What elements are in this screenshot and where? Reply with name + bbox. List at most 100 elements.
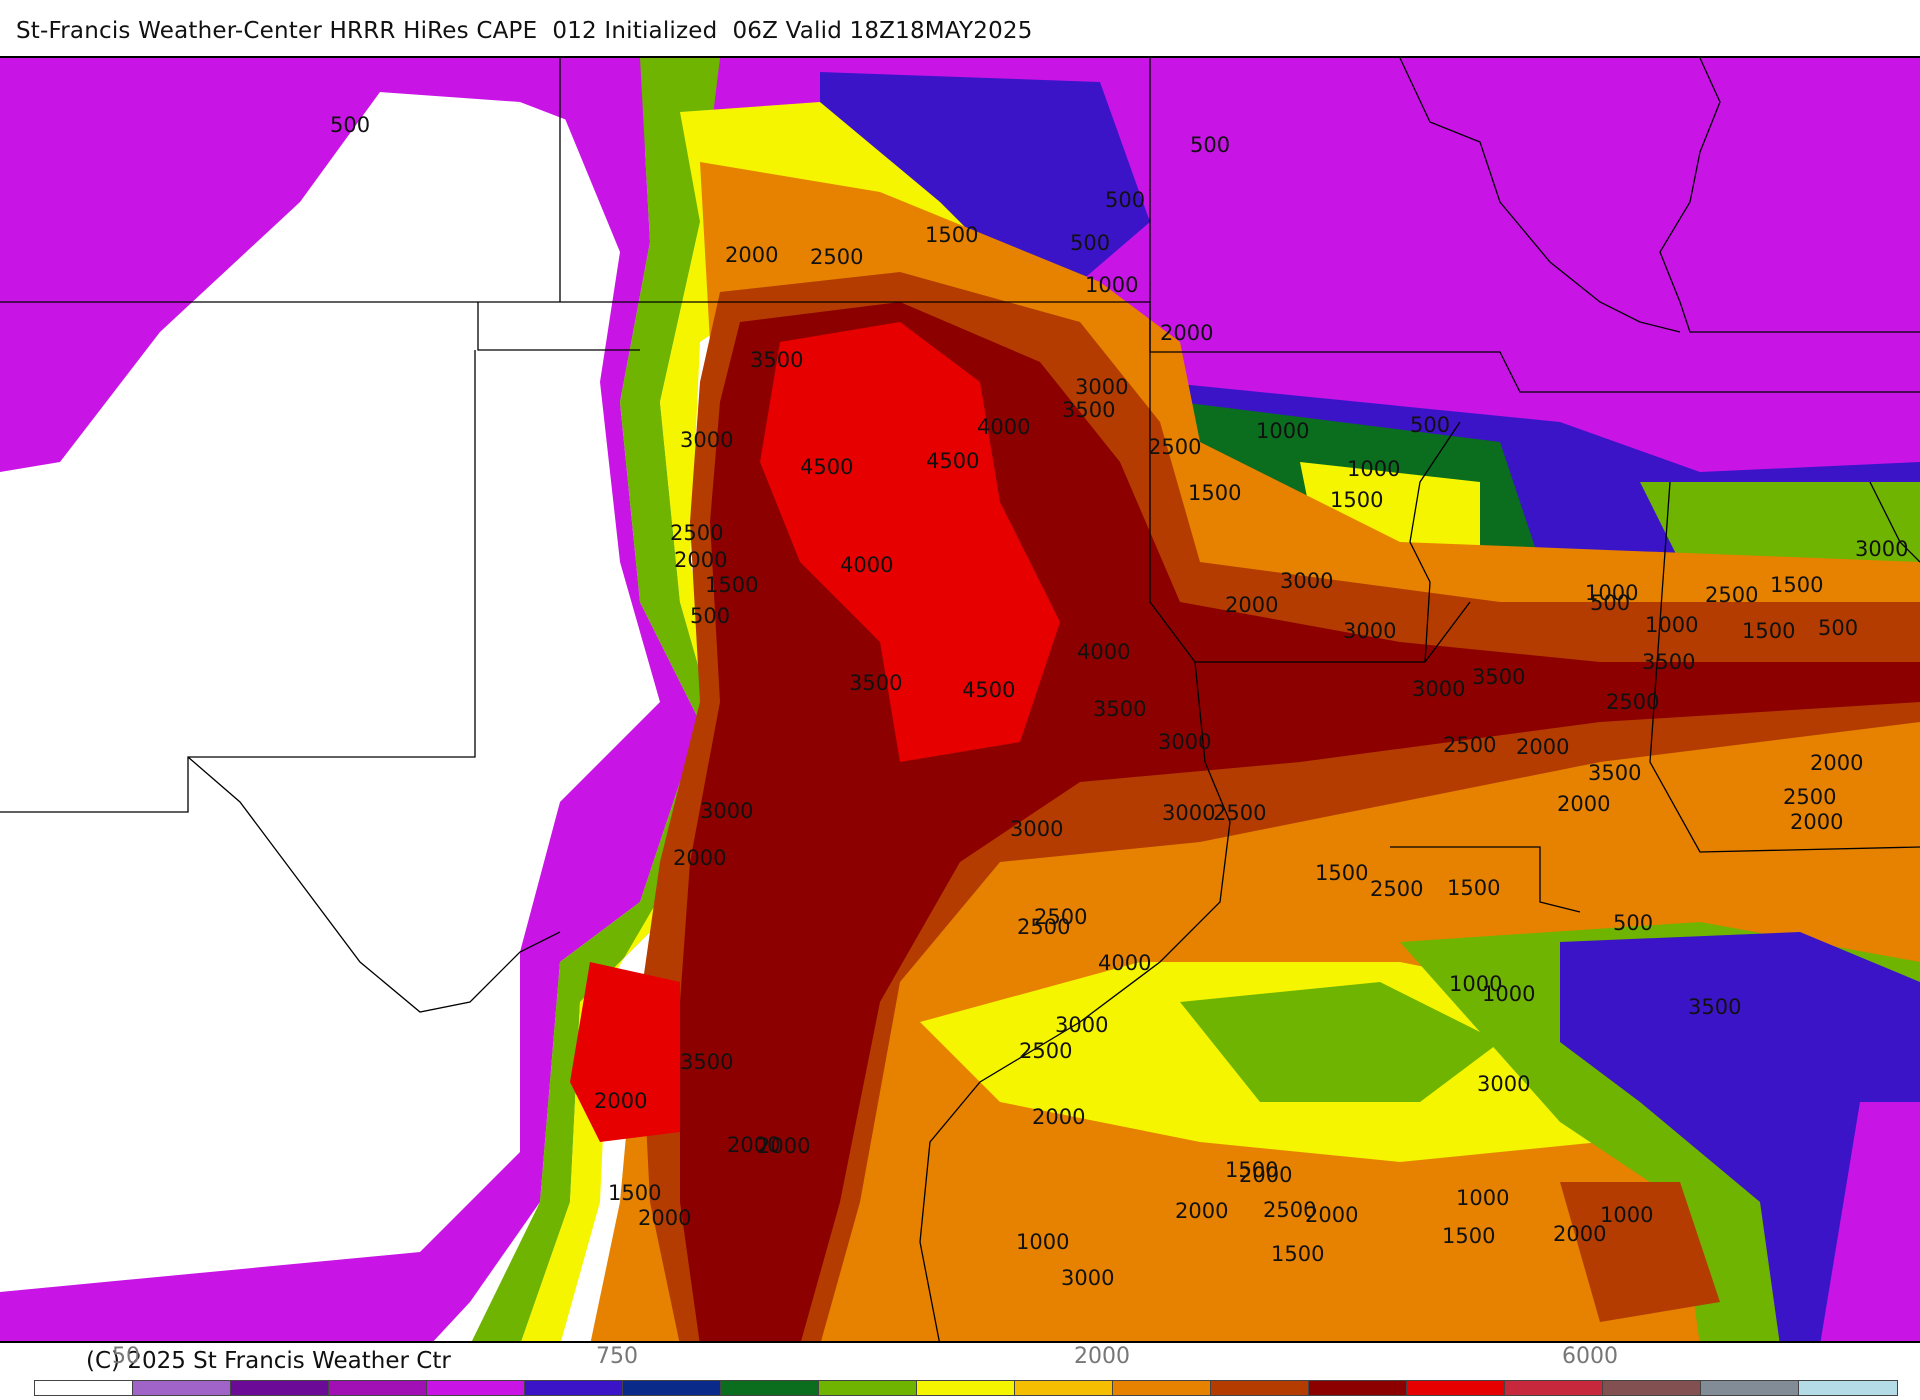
- contour-label: 1500: [608, 1181, 661, 1205]
- contour-label: 500: [1410, 413, 1450, 437]
- contour-label: 1500: [1742, 619, 1795, 643]
- contour-label: 4000: [1077, 640, 1130, 664]
- contour-label: 1000: [1585, 581, 1638, 605]
- contour-label: 2500: [1148, 435, 1201, 459]
- contour-label: 3000: [1010, 817, 1063, 841]
- contour-label: 1000: [1645, 613, 1698, 637]
- contour-label: 3000: [700, 799, 753, 823]
- contour-label: 3000: [1075, 375, 1128, 399]
- boundary-lines: [0, 58, 1920, 1341]
- contour-label: 1500: [1447, 876, 1500, 900]
- contour-label: 2000: [1239, 1163, 1292, 1187]
- contour-label: 2000: [1032, 1105, 1085, 1129]
- colorbar-swatch: [917, 1381, 1015, 1395]
- contour-label: 500: [1590, 591, 1630, 615]
- colorbar-tick-label: 6000: [1562, 1344, 1618, 1369]
- contour-label: 4000: [1098, 951, 1151, 975]
- colorbar-swatch: [427, 1381, 525, 1395]
- contour-label: 2500: [670, 521, 723, 545]
- contour-label: 1500: [1442, 1224, 1495, 1248]
- colorbar-tick-label: 750: [596, 1344, 638, 1369]
- colorbar-swatch: [1407, 1381, 1505, 1395]
- contour-label: 4000: [977, 415, 1030, 439]
- contour-label: 1500: [1770, 573, 1823, 597]
- contour-label: 2000: [638, 1206, 691, 1230]
- contour-label: 2000: [1175, 1199, 1228, 1223]
- colorbar-swatch: [231, 1381, 329, 1395]
- contour-label: 4500: [800, 455, 853, 479]
- colorbar-swatch: [525, 1381, 623, 1395]
- colorbar-swatch: [35, 1381, 133, 1395]
- contour-label: 4500: [926, 449, 979, 473]
- contour-label: 2500: [1034, 905, 1087, 929]
- contour-label: 1000: [1085, 273, 1138, 297]
- contour-label: 3000: [1061, 1266, 1114, 1290]
- contour-label: 2500: [1019, 1039, 1072, 1063]
- colorbar-swatch: [1015, 1381, 1113, 1395]
- contour-label: 1500: [1315, 861, 1368, 885]
- contour-label: 1500: [1225, 1158, 1278, 1182]
- contour-label: 2500: [810, 245, 863, 269]
- colorbar-swatch: [1799, 1381, 1897, 1395]
- contour-label: 1500: [1330, 488, 1383, 512]
- contour-label: 3500: [1688, 995, 1741, 1019]
- contour-label: 2000: [1305, 1203, 1358, 1227]
- contour-label: 500: [1105, 188, 1145, 212]
- colorbar-tick-label: 2000: [1074, 1344, 1130, 1369]
- contour-label: 4500: [962, 678, 1015, 702]
- colorbar-swatch: [1113, 1381, 1211, 1395]
- contour-label: 3500: [1093, 697, 1146, 721]
- contour-label: 2000: [673, 846, 726, 870]
- contour-label: 2000: [1516, 735, 1569, 759]
- contour-label: 3500: [849, 671, 902, 695]
- colorbar-swatch: [1211, 1381, 1309, 1395]
- contour-label: 2500: [1017, 915, 1070, 939]
- contour-label: 3500: [1588, 761, 1641, 785]
- copyright-text: (C) 2025 St Francis Weather Ctr: [86, 1348, 451, 1374]
- contour-label: 3000: [1280, 569, 1333, 593]
- contour-label: 500: [330, 113, 370, 137]
- contour-label: 1500: [705, 573, 758, 597]
- contour-label: 2500: [1606, 690, 1659, 714]
- colorbar-swatch: [721, 1381, 819, 1395]
- contour-label: 1000: [1016, 1230, 1069, 1254]
- contour-label: 3000: [1855, 537, 1908, 561]
- contour-label: 500: [1070, 231, 1110, 255]
- contour-label: 2000: [757, 1134, 810, 1158]
- contour-label: 3000: [1162, 801, 1215, 825]
- contour-label: 1000: [1482, 982, 1535, 1006]
- contour-label: 2500: [1213, 801, 1266, 825]
- contour-label: 2000: [594, 1089, 647, 1113]
- colorbar-swatch: [133, 1381, 231, 1395]
- contour-label: 1500: [925, 223, 978, 247]
- contour-label: 3500: [1472, 665, 1525, 689]
- contour-label: 3000: [1477, 1072, 1530, 1096]
- contour-label: 4000: [840, 553, 893, 577]
- contour-label: 3500: [1642, 650, 1695, 674]
- contour-label: 1000: [1347, 457, 1400, 481]
- contour-label: 2500: [1370, 877, 1423, 901]
- contour-label: 3500: [1062, 398, 1115, 422]
- contour-label: 2000: [1225, 593, 1278, 617]
- contour-label: 1500: [1271, 1242, 1324, 1266]
- contour-label: 3000: [1158, 730, 1211, 754]
- colorbar-swatch: [329, 1381, 427, 1395]
- contour-label: 2500: [1783, 785, 1836, 809]
- cape-colorbar: [34, 1380, 1898, 1396]
- colorbar-swatch: [623, 1381, 721, 1395]
- colorbar-tick-label: 50: [112, 1344, 140, 1369]
- colorbar-swatch: [1309, 1381, 1407, 1395]
- contour-label: 3000: [1343, 619, 1396, 643]
- contour-label: 1000: [1256, 419, 1309, 443]
- contour-label: 3000: [1055, 1013, 1108, 1037]
- contour-label: 2000: [1790, 810, 1843, 834]
- contour-label: 2500: [1443, 733, 1496, 757]
- contour-label: 3000: [1412, 677, 1465, 701]
- contour-label: 2000: [1557, 792, 1610, 816]
- contour-label: 2000: [727, 1133, 780, 1157]
- contour-label: 2500: [1263, 1198, 1316, 1222]
- contour-label: 500: [1613, 911, 1653, 935]
- contour-label: 3500: [680, 1050, 733, 1074]
- contour-label: 2000: [674, 548, 727, 572]
